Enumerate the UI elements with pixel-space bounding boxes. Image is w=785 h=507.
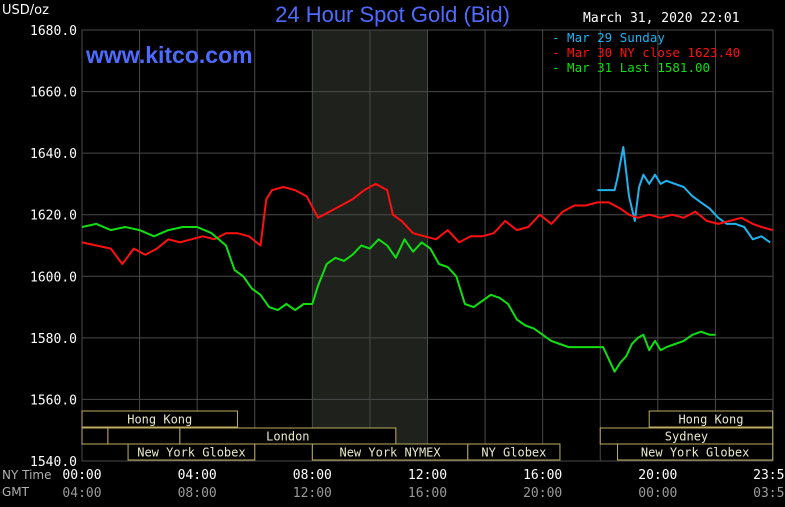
x-tick-label-gmt: 08:00	[178, 486, 217, 501]
session-label-london: London	[266, 430, 309, 444]
series-line-mar31	[81, 222, 716, 373]
x-tick-label-gmt: 04:00	[62, 486, 101, 501]
session-label-new-york-nymex: New York NYMEX	[339, 446, 441, 460]
x-tick-label-ny: 16:00	[523, 468, 562, 483]
y-tick-label: 1600.0	[30, 270, 77, 285]
session-label-new-york-globex: New York Globex	[641, 446, 749, 460]
session-box-hong-kong	[648, 410, 774, 428]
session-box-ny-globex	[467, 443, 561, 461]
session-box	[107, 427, 181, 445]
chart-title: 24 Hour Spot Gold (Bid)	[275, 2, 510, 27]
x-tick-label-gmt: 16:00	[408, 486, 447, 501]
series-line-mar29	[597, 146, 771, 244]
x-tick-label-gmt: 03:59	[753, 486, 785, 501]
gmt-label: GMT	[2, 485, 29, 499]
y-tick-label: 1680.0	[30, 24, 77, 39]
x-tick-label-ny: 12:00	[408, 468, 447, 483]
ny-time-label: NY Time	[2, 468, 52, 482]
session-label-hong-kong: Hong Kong	[127, 413, 192, 427]
session-box-london	[179, 427, 397, 445]
legend-item-2: - Mar 30 NY close 1623.40	[552, 45, 740, 60]
session-box	[81, 427, 109, 445]
session-box-hong-kong	[81, 410, 238, 428]
x-tick-label-gmt: 20:00	[523, 486, 562, 501]
x-tick-label-ny: 23:59	[753, 468, 785, 483]
y-tick-label: 1560.0	[30, 393, 77, 408]
watermark: www.kitco.com	[86, 42, 253, 68]
y-tick-label: 1540.0	[30, 455, 77, 470]
x-tick-label-gmt: 12:00	[293, 486, 332, 501]
y-tick-label: 1640.0	[30, 147, 77, 162]
x-tick-label-ny: 20:00	[638, 468, 677, 483]
session-box-new-york-globex	[127, 443, 256, 461]
session-label-sydney: Sydney	[665, 430, 708, 444]
x-tick-label-ny: 00:00	[62, 468, 101, 483]
session-label-hong-kong: Hong Kong	[678, 413, 743, 427]
series-line-mar30	[81, 182, 773, 265]
x-tick-label-gmt: 00:00	[638, 486, 677, 501]
y-axis-unit: USD/oz	[2, 3, 49, 18]
legend-item-3: - Mar 31 Last 1581.00	[552, 60, 710, 75]
x-tick-label-ny: 08:00	[293, 468, 332, 483]
legend-item-1: - Mar 29 Sunday	[552, 30, 665, 45]
plot-frame	[81, 29, 774, 462]
session-label-new-york-globex: New York Globex	[137, 446, 245, 460]
y-tick-label: 1580.0	[30, 332, 77, 347]
x-tick-label-ny: 04:00	[178, 468, 217, 483]
timestamp: March 31, 2020 22:01	[583, 11, 740, 26]
session-box-new-york-globex	[617, 443, 774, 461]
y-tick-label: 1620.0	[30, 209, 77, 224]
session-label-ny-globex: NY Globex	[481, 446, 546, 460]
y-tick-label: 1660.0	[30, 86, 77, 101]
